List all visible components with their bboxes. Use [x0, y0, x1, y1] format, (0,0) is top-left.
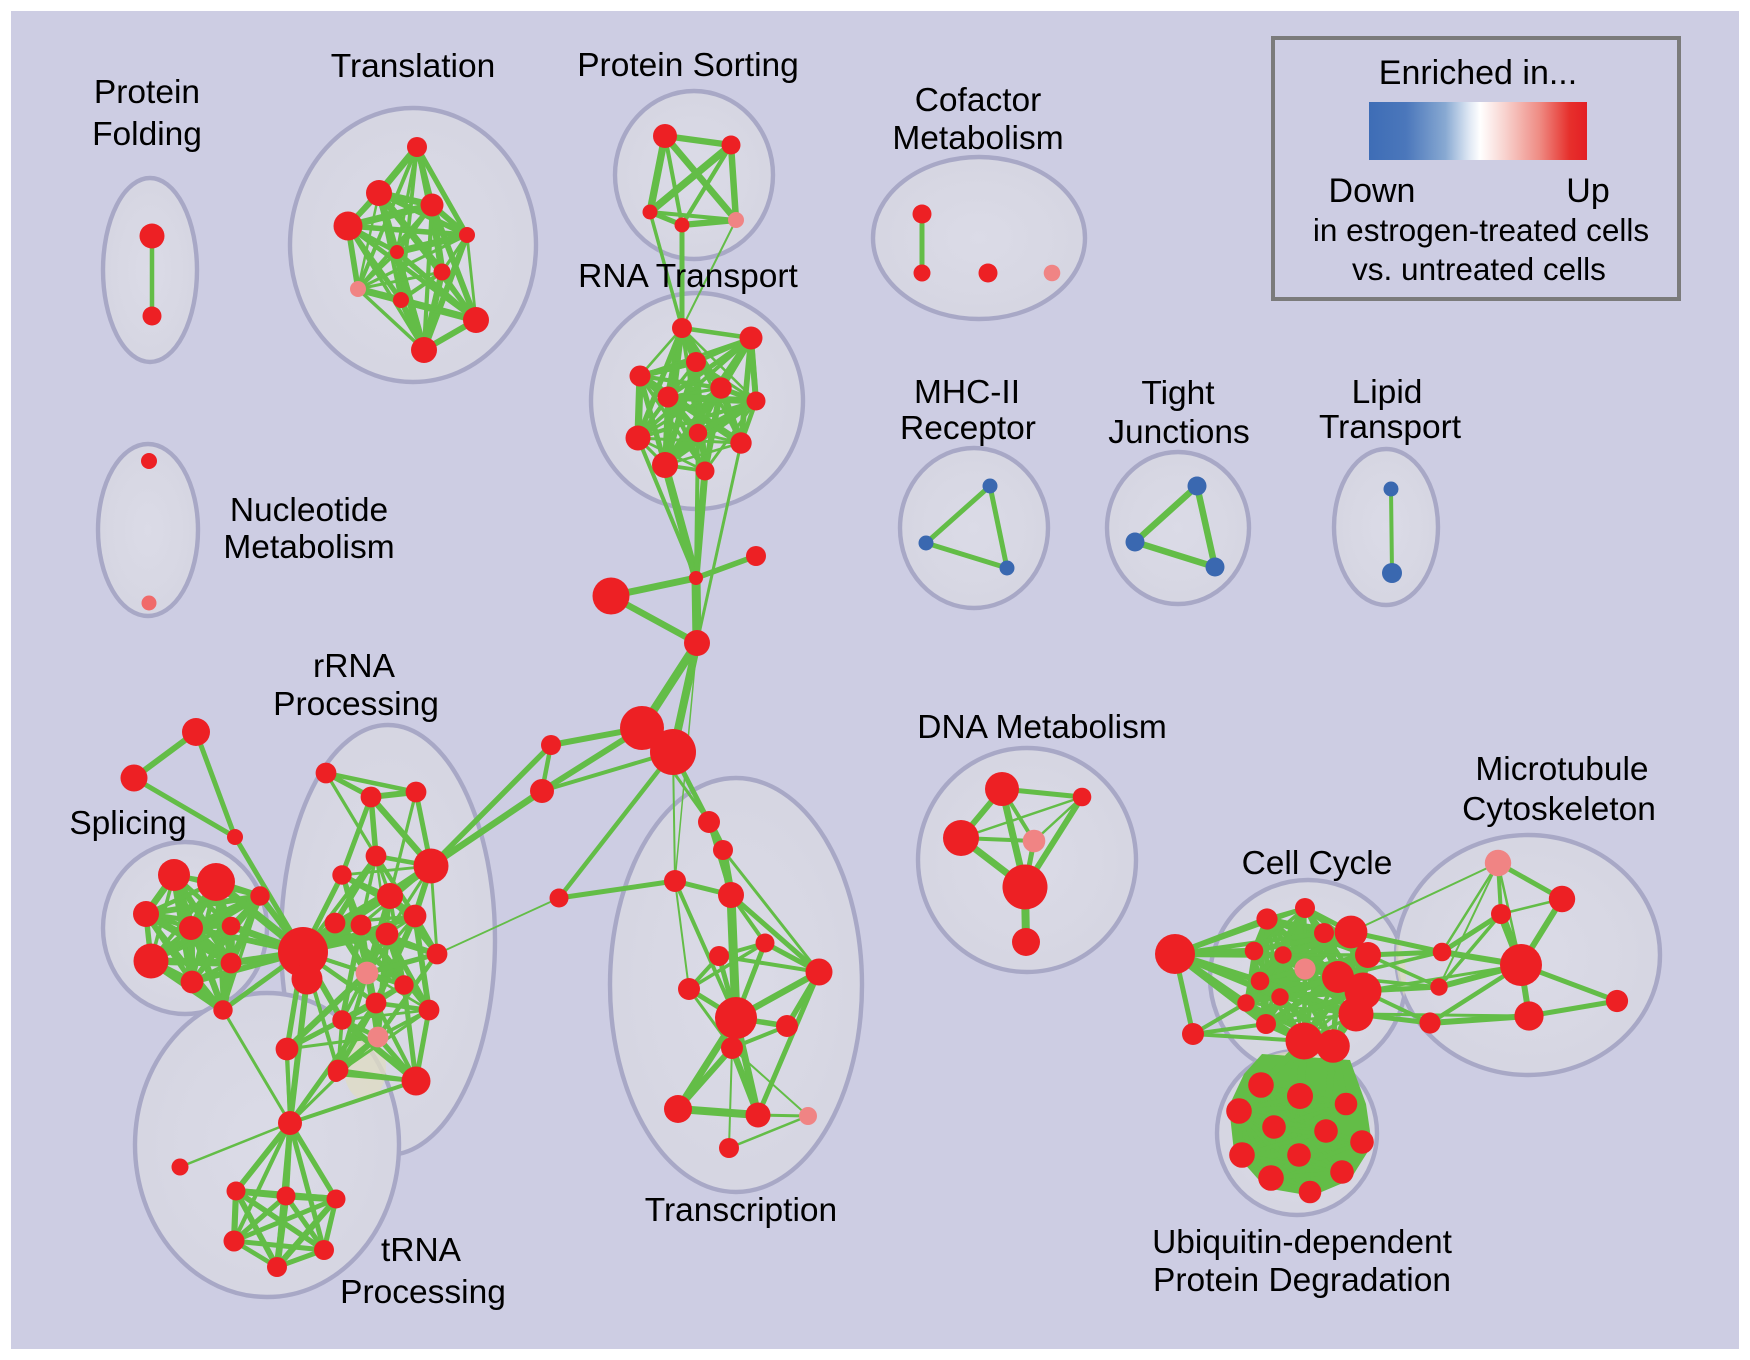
- svg-text:Receptor: Receptor: [900, 410, 1036, 447]
- svg-text:Up: Up: [1566, 172, 1609, 210]
- svg-text:Transport: Transport: [1319, 409, 1462, 446]
- svg-text:Cofactor: Cofactor: [915, 82, 1042, 119]
- svg-text:MHC-II: MHC-II: [914, 374, 1020, 411]
- svg-text:Transcription: Transcription: [645, 1192, 837, 1229]
- svg-text:Translation: Translation: [331, 48, 495, 85]
- svg-text:Junctions: Junctions: [1108, 414, 1250, 451]
- svg-text:Processing: Processing: [340, 1274, 506, 1311]
- svg-text:tRNA: tRNA: [381, 1232, 462, 1269]
- svg-text:Folding: Folding: [92, 116, 202, 153]
- svg-text:Protein Degradation: Protein Degradation: [1153, 1262, 1451, 1299]
- svg-text:Protein: Protein: [94, 74, 200, 111]
- svg-text:Lipid: Lipid: [1352, 374, 1423, 411]
- svg-text:Tight: Tight: [1141, 375, 1215, 412]
- svg-text:rRNA: rRNA: [313, 648, 396, 685]
- svg-text:Down: Down: [1329, 172, 1416, 210]
- svg-text:Microtubule: Microtubule: [1475, 751, 1648, 788]
- svg-text:Cell Cycle: Cell Cycle: [1242, 845, 1393, 882]
- svg-text:Protein Sorting: Protein Sorting: [577, 47, 799, 84]
- svg-text:Processing: Processing: [273, 686, 439, 723]
- svg-text:in estrogen-treated cells: in estrogen-treated cells: [1313, 212, 1649, 248]
- svg-text:DNA Metabolism: DNA Metabolism: [917, 709, 1166, 746]
- svg-text:Metabolism: Metabolism: [223, 529, 394, 566]
- svg-text:Splicing: Splicing: [69, 805, 186, 842]
- svg-text:Ubiquitin-dependent: Ubiquitin-dependent: [1152, 1224, 1453, 1261]
- svg-text:vs. untreated cells: vs. untreated cells: [1352, 251, 1606, 287]
- svg-text:Cytoskeleton: Cytoskeleton: [1462, 791, 1656, 828]
- svg-text:Metabolism: Metabolism: [892, 120, 1063, 157]
- svg-text:Nucleotide: Nucleotide: [230, 492, 388, 529]
- svg-text:RNA Transport: RNA Transport: [578, 258, 798, 295]
- svg-text:Enriched in...: Enriched in...: [1379, 54, 1577, 92]
